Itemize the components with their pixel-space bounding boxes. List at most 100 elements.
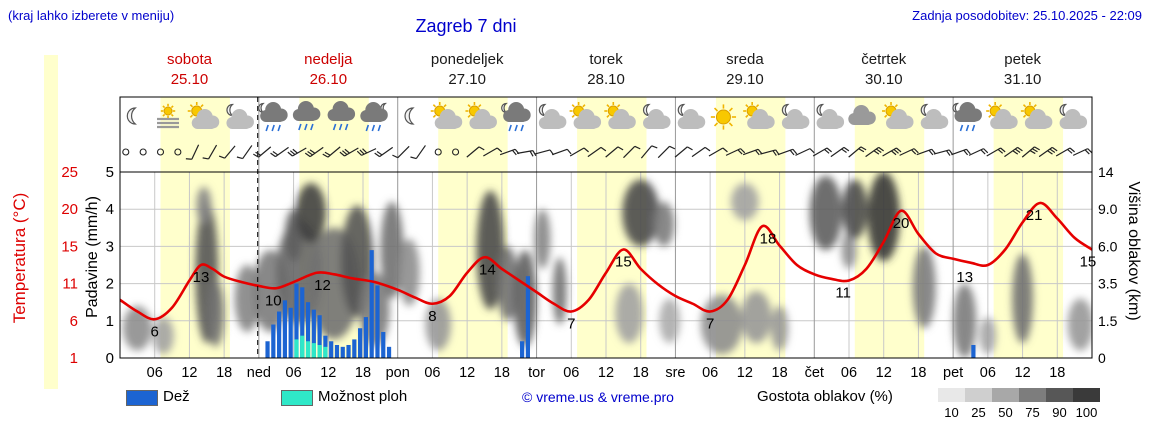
svg-text:14: 14 — [479, 261, 496, 278]
svg-text:18: 18 — [355, 365, 371, 381]
svg-text:18: 18 — [772, 365, 788, 381]
day-date: 30.10 — [865, 70, 903, 88]
cloud-scale-value: 10 — [944, 405, 959, 420]
day-name: petek — [1004, 51, 1041, 68]
svg-text:12: 12 — [737, 365, 753, 381]
cloud-icon — [848, 105, 876, 125]
page-title: Zagreb 7 dni — [415, 16, 517, 36]
svg-text:pet: pet — [943, 365, 963, 381]
day-name: ponedeljek — [430, 51, 504, 68]
svg-text:15: 15 — [61, 238, 78, 255]
moon-icon — [126, 107, 137, 125]
svg-text:3.5: 3.5 — [1098, 276, 1118, 292]
cloud-density-scale — [938, 388, 1100, 402]
moon-cloud-icon — [920, 103, 949, 129]
svg-text:20: 20 — [893, 215, 910, 232]
cloud-scale-segment — [965, 388, 992, 402]
location-menu-hint: (kraj lahko izberete v meniju) — [8, 8, 175, 23]
svg-text:12: 12 — [320, 365, 336, 381]
day-header-sreda: sreda 29.10 — [675, 50, 814, 89]
svg-text:21: 21 — [1026, 207, 1043, 224]
svg-text:18: 18 — [216, 365, 232, 381]
day-header-četrtek: četrtek 30.10 — [814, 50, 953, 89]
cloud-scale-segment — [1019, 388, 1046, 402]
left-accent-strip — [44, 55, 58, 389]
credit-link[interactable]: © vreme.us & vreme.pro — [522, 389, 674, 405]
rain-bars — [265, 250, 976, 358]
svg-text:8: 8 — [428, 308, 436, 325]
svg-text:12: 12 — [459, 365, 475, 381]
moon-cloud-icon — [677, 103, 706, 129]
wind-barbs-row — [122, 144, 1093, 160]
svg-text:12: 12 — [876, 365, 892, 381]
svg-text:1: 1 — [106, 313, 114, 330]
svg-text:12: 12 — [314, 277, 331, 294]
day-header-ponedeljek: ponedeljek 27.10 — [398, 50, 537, 89]
svg-text:11: 11 — [835, 285, 851, 302]
sun-cloud-icon — [1020, 102, 1053, 129]
cloud-scale-segment — [1046, 388, 1073, 402]
day-header-sobota: sobota 25.10 — [120, 50, 259, 89]
cloud-scale-value: 90 — [1052, 405, 1067, 420]
svg-text:15: 15 — [1080, 254, 1097, 271]
moon-cloud-icon — [816, 103, 845, 129]
moon-cloud-icon — [643, 103, 671, 129]
svg-text:9.0: 9.0 — [1098, 201, 1118, 217]
svg-text:pon: pon — [386, 365, 410, 381]
cloud-density-legend-label: Gostota oblakov (%) — [757, 388, 893, 405]
moon-icon — [404, 107, 415, 125]
svg-text:12: 12 — [598, 365, 614, 381]
svg-text:06: 06 — [563, 365, 579, 381]
cloud-scale-segment — [1073, 388, 1100, 402]
svg-text:06: 06 — [980, 365, 996, 381]
svg-text:15: 15 — [615, 254, 632, 271]
svg-text:13: 13 — [956, 269, 973, 286]
svg-text:10: 10 — [265, 292, 282, 309]
fog-icon — [157, 103, 180, 129]
cloud-scale-value: 75 — [1025, 405, 1040, 420]
sun-cloud-icon — [604, 102, 636, 129]
weather-icons-row — [126, 101, 1088, 132]
svg-text:13: 13 — [193, 269, 210, 286]
cloud-density-scale-labels: 10 25 50 75 90 100 — [938, 405, 1100, 420]
moon-rain-icon — [952, 102, 982, 132]
svg-text:6: 6 — [70, 313, 78, 330]
day-name: sobota — [166, 51, 213, 68]
rain-moon-icon — [360, 102, 388, 132]
day-date: 28.10 — [587, 70, 625, 88]
sun-cloud-icon — [569, 102, 602, 129]
rain-legend-label: Dež — [163, 388, 190, 405]
sun-cloud-icon — [986, 102, 1018, 129]
day-header-nedelja: nedelja 26.10 — [259, 50, 398, 89]
rain-icon — [292, 101, 321, 131]
day-date: 26.10 — [309, 70, 348, 88]
cloud-scale-value: 25 — [971, 405, 986, 420]
svg-text:06: 06 — [424, 365, 440, 381]
day-date: 25.10 — [170, 70, 209, 88]
sun-icon — [710, 104, 737, 130]
moon-cloud-icon — [226, 103, 254, 129]
svg-text:ned: ned — [247, 365, 271, 381]
cloud-scale-segment — [992, 388, 1019, 402]
cloud-scale-segment — [938, 388, 965, 402]
chart-border — [119, 96, 1093, 359]
svg-text:5: 5 — [106, 164, 114, 181]
sun-cloud-icon — [465, 102, 497, 129]
svg-text:2: 2 — [106, 276, 114, 293]
sun-cloud-icon — [430, 102, 463, 129]
moon-cloud-icon — [538, 103, 567, 129]
day-date: 31.10 — [1003, 70, 1042, 88]
day-header-torek: torek 28.10 — [537, 50, 676, 89]
svg-text:06: 06 — [147, 365, 163, 381]
cloud-scale-value: 100 — [1075, 405, 1098, 420]
sun-cloud-icon — [743, 102, 775, 129]
svg-text:06: 06 — [286, 365, 302, 381]
moon-rain-icon — [258, 102, 288, 132]
cloud-scale-value: 50 — [998, 405, 1013, 420]
moon-cloud-icon — [781, 103, 810, 129]
svg-text:1.5: 1.5 — [1098, 313, 1118, 329]
rain-legend-swatch — [126, 390, 158, 406]
